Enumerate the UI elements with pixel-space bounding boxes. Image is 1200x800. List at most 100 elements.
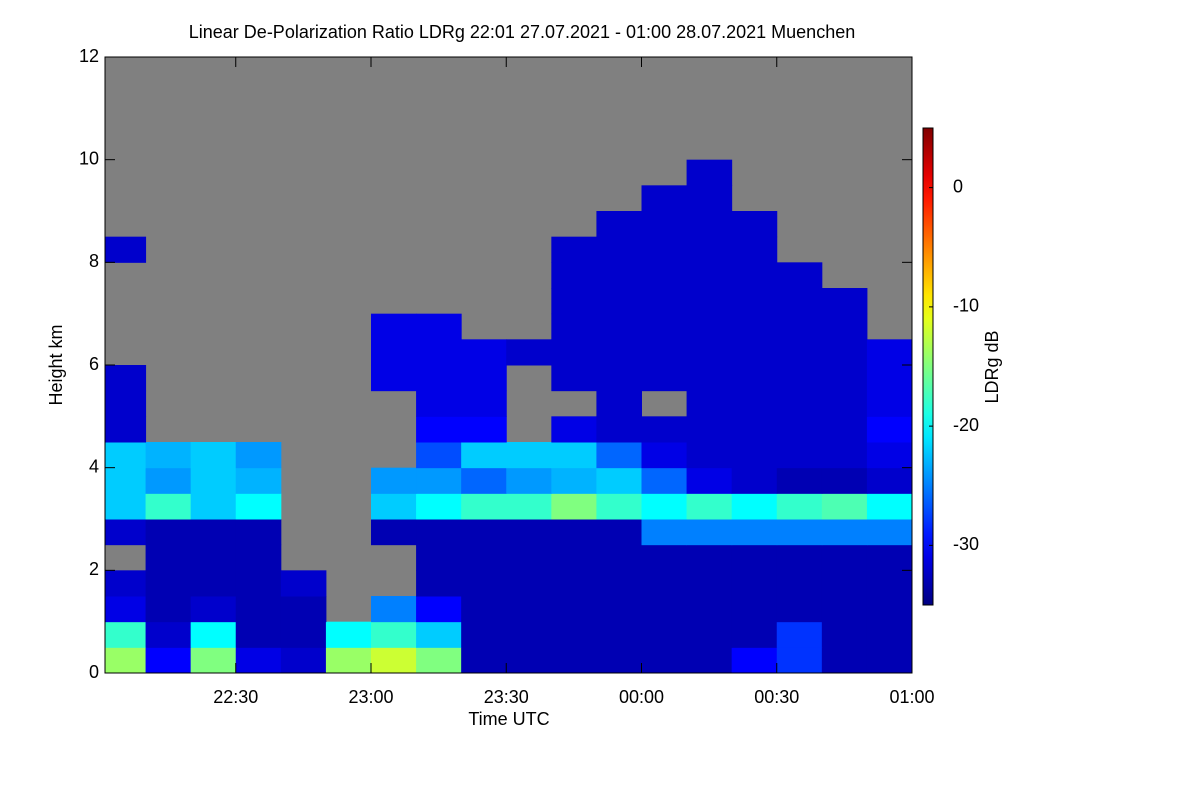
cell [461, 647, 507, 674]
cell [416, 647, 462, 674]
cell [686, 442, 733, 469]
cell [551, 365, 597, 392]
cell [370, 493, 417, 520]
cell [551, 596, 597, 623]
cell [641, 313, 688, 340]
cell [731, 313, 778, 340]
cell [190, 467, 237, 494]
cell [416, 493, 462, 520]
cell [370, 519, 417, 546]
cell [461, 416, 507, 443]
cell [821, 365, 868, 392]
cell [821, 288, 868, 315]
cell [105, 467, 147, 494]
cell [776, 647, 823, 674]
y-axis-label: Height km [46, 324, 66, 405]
cell [145, 596, 192, 623]
cell [325, 647, 372, 674]
cell [596, 596, 642, 623]
cell [731, 544, 778, 571]
cell [776, 467, 823, 494]
cell [461, 596, 507, 623]
cell [641, 288, 688, 315]
cell [686, 570, 733, 597]
cell [641, 647, 688, 674]
cell [416, 519, 462, 546]
cell [370, 365, 417, 392]
cell [551, 467, 597, 494]
cell [641, 544, 688, 571]
cell [731, 288, 778, 315]
cell [866, 339, 913, 366]
cell [866, 390, 913, 417]
cell [686, 365, 733, 392]
cell [641, 416, 688, 443]
cell [641, 339, 688, 366]
colorbar-tick-label: -20 [953, 415, 979, 435]
cell [551, 339, 597, 366]
cell [866, 365, 913, 392]
cell [416, 467, 462, 494]
cell [731, 467, 778, 494]
cell [506, 596, 552, 623]
cell [416, 621, 462, 648]
y-tick-label: 0 [89, 662, 99, 682]
cell [325, 621, 372, 648]
cell [686, 493, 733, 520]
cell [416, 596, 462, 623]
cell [596, 647, 642, 674]
cell [821, 390, 868, 417]
cell [776, 493, 823, 520]
cell [866, 519, 913, 546]
cell [551, 493, 597, 520]
cell [866, 596, 913, 623]
cell [416, 544, 462, 571]
cell [461, 365, 507, 392]
cell [370, 647, 417, 674]
cell [461, 467, 507, 494]
cell [686, 159, 733, 186]
cell [235, 570, 282, 597]
cell [145, 493, 192, 520]
cell [416, 442, 462, 469]
cell [686, 416, 733, 443]
cell [145, 570, 192, 597]
cell [105, 621, 147, 648]
cell [776, 288, 823, 315]
cell [235, 467, 282, 494]
cell [776, 570, 823, 597]
cell [686, 262, 733, 289]
cell [641, 596, 688, 623]
cell [551, 416, 597, 443]
cell [461, 442, 507, 469]
colorbar-tick-label: -30 [953, 534, 979, 554]
cell [105, 442, 147, 469]
x-tick-label: 00:30 [754, 687, 799, 707]
cell [506, 467, 552, 494]
cell [686, 519, 733, 546]
cell [596, 544, 642, 571]
cell [641, 519, 688, 546]
cell [866, 442, 913, 469]
colorbar-tick-label: -10 [953, 296, 979, 316]
cell [145, 442, 192, 469]
cell [731, 442, 778, 469]
cell [596, 288, 642, 315]
cell [235, 647, 282, 674]
cell [461, 519, 507, 546]
x-tick-label: 22:30 [213, 687, 258, 707]
cell [235, 596, 282, 623]
cell [190, 647, 237, 674]
cell [686, 647, 733, 674]
cell [776, 313, 823, 340]
cell [461, 570, 507, 597]
x-tick-label: 23:30 [484, 687, 529, 707]
cell [776, 442, 823, 469]
cell [686, 390, 733, 417]
cell [506, 339, 552, 366]
cell [145, 621, 192, 648]
cell [596, 442, 642, 469]
cell [596, 416, 642, 443]
cell [461, 493, 507, 520]
